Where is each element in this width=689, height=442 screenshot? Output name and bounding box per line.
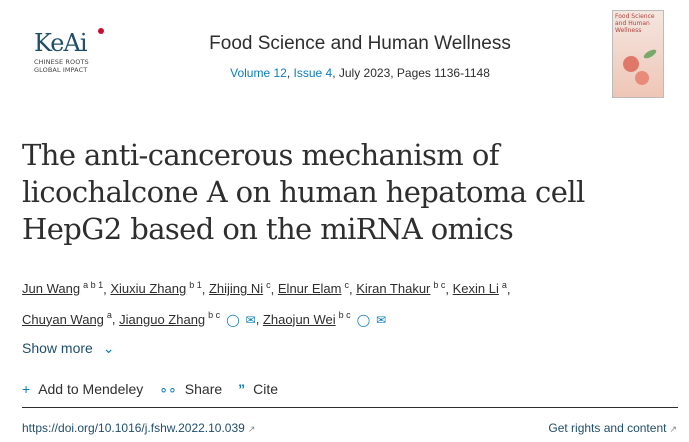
author-link[interactable]: Xiuxiu Zhang — [110, 281, 187, 297]
author: Kiran Thakur b c — [356, 280, 446, 297]
article-title: The anti-cancerous mechanism of licochal… — [22, 138, 585, 246]
author-affiliation[interactable]: b 1 — [189, 280, 202, 290]
journal-cover-image[interactable]: Food Science and Human Wellness — [612, 10, 664, 98]
show-more-button[interactable]: Show more ⌄ — [22, 340, 114, 357]
keai-logo[interactable]: KeAi CHINESE ROOTS GLOBAL IMPACT — [34, 28, 104, 74]
author-affiliation[interactable]: b c — [338, 310, 351, 321]
author-affiliation[interactable]: c — [266, 280, 271, 290]
logo-tagline-1: CHINESE ROOTS — [34, 58, 89, 66]
author: Zhaojun Wei b c ◯ ✉ — [262, 310, 387, 327]
share-label: Share — [184, 381, 223, 397]
cover-fruit — [635, 71, 649, 85]
logo-tagline-2: GLOBAL IMPACT — [34, 66, 88, 74]
get-rights-link[interactable]: Get rights and content ↗ — [548, 421, 677, 435]
author: Jianguo Zhang b c ◯ ✉ — [119, 310, 256, 327]
article-actions: + Add to Mendeley ∘∘ Share ” Cite — [22, 381, 278, 398]
issue-link[interactable]: Issue 4 — [293, 66, 333, 80]
author-affiliation[interactable]: c — [344, 280, 349, 290]
issue-details: , July 2023, Pages 1136-1148 — [332, 66, 490, 80]
author-link[interactable]: Elnur Elam — [277, 281, 342, 297]
external-link-icon: ↗ — [669, 424, 677, 434]
cite-button[interactable]: ” Cite — [238, 381, 278, 398]
author-affiliation[interactable]: a — [501, 280, 507, 290]
author-list: Jun Wang a b 1, Xiuxiu Zhang b 1, Zhijing … — [22, 280, 511, 327]
cover-title: Food Science and Human Wellness — [615, 13, 655, 34]
author: Xiuxiu Zhang b 1 — [110, 280, 202, 297]
plus-icon: + — [22, 381, 31, 397]
rights-text: Get rights and content — [548, 421, 667, 435]
journal-title[interactable]: Food Science and Human Wellness — [209, 33, 511, 54]
author-affiliation[interactable]: a b 1 — [83, 280, 104, 290]
author: Jun Wang a b 1 — [22, 280, 104, 297]
author-link[interactable]: Jun Wang — [22, 281, 81, 297]
cite-label: Cite — [253, 381, 279, 397]
chevron-down-icon: ⌄ — [102, 340, 115, 356]
journal-volume-info: Volume 12, Issue 4, July 2023, Pages 113… — [230, 66, 490, 80]
share-button[interactable]: ∘∘ Share — [159, 381, 222, 398]
author-affiliation[interactable]: a — [106, 310, 112, 321]
author-link[interactable]: Zhijing Ni — [208, 281, 264, 297]
author: Kexin Li a — [452, 280, 507, 297]
share-icon: ∘∘ — [159, 381, 177, 397]
cover-leaf — [642, 47, 658, 61]
external-link-icon: ↗ — [247, 424, 256, 434]
author-link[interactable]: Zhaojun Wei — [262, 311, 336, 327]
add-to-mendeley-button[interactable]: + Add to Mendeley — [22, 381, 143, 398]
divider — [22, 407, 678, 408]
cover-fruit — [623, 56, 639, 72]
quote-icon: ” — [238, 381, 246, 397]
author: Zhijing Ni c — [208, 280, 271, 297]
logo-text: KeAi — [34, 29, 88, 57]
email-icon[interactable]: ✉ — [245, 312, 256, 327]
mendeley-label: Add to Mendeley — [38, 381, 144, 397]
author-affiliation[interactable]: b c — [208, 310, 221, 321]
email-icon[interactable]: ✉ — [376, 312, 387, 327]
show-more-label: Show more — [22, 340, 93, 356]
author-link[interactable]: Jianguo Zhang — [119, 311, 206, 327]
author-link[interactable]: Kexin Li — [452, 281, 499, 297]
author-affiliation[interactable]: b c — [433, 280, 446, 290]
doi-link[interactable]: https://doi.org/10.1016/j.fshw.2022.10.0… — [22, 421, 255, 435]
doi-text: https://doi.org/10.1016/j.fshw.2022.10.0… — [22, 421, 245, 435]
logo-dot — [98, 28, 104, 34]
author-link[interactable]: Kiran Thakur — [356, 281, 431, 297]
author-link[interactable]: Chuyan Wang — [22, 311, 104, 327]
author: Chuyan Wang a — [22, 310, 112, 327]
author: Elnur Elam c — [277, 280, 349, 297]
person-icon[interactable]: ◯ — [226, 312, 240, 327]
volume-link[interactable]: Volume 12 — [230, 66, 287, 80]
person-icon[interactable]: ◯ — [356, 312, 371, 327]
